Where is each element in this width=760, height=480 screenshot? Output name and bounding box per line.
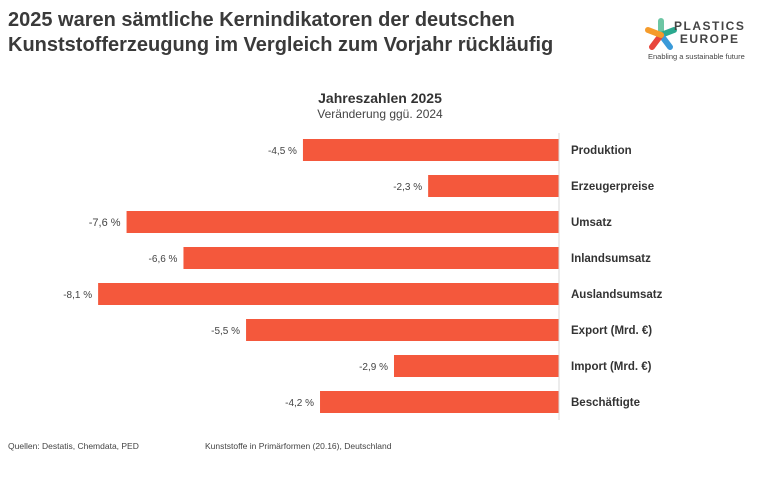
category-label: Export (Mrd. €) (571, 325, 652, 337)
bar (126, 211, 559, 233)
bar (428, 175, 559, 197)
data-label: -2,9 % (359, 362, 388, 373)
category-label: Produktion (571, 145, 632, 157)
chart-title: Jahreszahlen 2025 (318, 90, 442, 106)
category-label: Umsatz (571, 217, 612, 229)
logo-brand-2: EUROPE (679, 32, 740, 46)
page-title: 2025 waren sämtliche Kernindikatoren der… (8, 9, 554, 56)
bar (98, 283, 560, 305)
data-label: -6,6 % (149, 254, 178, 265)
chart-subtitle: Veränderung ggü. 2024 (317, 107, 443, 121)
category-label: Beschäftigte (571, 397, 640, 409)
category-label: Auslandsumsatz (571, 289, 663, 301)
category-label: Erzeugerpreise (571, 181, 654, 193)
footer-scope: Kunststoffe in Primärformen (20.16), Deu… (205, 441, 392, 451)
plastics-europe-logo: PLASTICS EUROPE Enabling a sustainable fu… (640, 18, 760, 68)
logo-brand-1: PLASTICS (674, 19, 746, 33)
bar (393, 355, 559, 377)
bar (183, 247, 559, 269)
data-label: -4,2 % (285, 398, 314, 409)
footer-sources: Quellen: Destatis, Chemdata, PED (8, 441, 139, 451)
logo-tagline: Enabling a sustainable future (648, 52, 745, 61)
bar (320, 391, 559, 413)
data-label: -7,6 % (89, 217, 121, 229)
category-label: Inlandsumsatz (571, 253, 651, 265)
data-label: -8,1 % (63, 290, 92, 301)
data-label: -5,5 % (211, 326, 240, 337)
bar (302, 139, 559, 161)
data-label: -2,3 % (393, 182, 422, 193)
star-logo-icon (645, 18, 677, 50)
category-label: Import (Mrd. €) (571, 361, 652, 373)
bar (246, 319, 560, 341)
data-label: -4,5 % (268, 146, 297, 157)
